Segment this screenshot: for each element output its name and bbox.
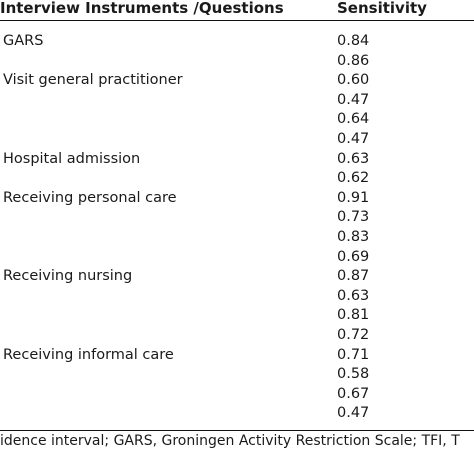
table-row: 0.81 — [0, 306, 474, 326]
sensitivity-value: 0.72 — [337, 326, 370, 343]
table-row: 0.86 — [0, 52, 474, 72]
table-row: 0.69 — [0, 248, 474, 268]
sensitivity-value: 0.69 — [337, 248, 370, 265]
sensitivity-value: 0.86 — [337, 52, 370, 69]
sensitivity-value: 0.58 — [337, 366, 370, 383]
table-row: 0.63 — [0, 287, 474, 307]
sensitivity-value: 0.64 — [337, 111, 370, 128]
column-header-sensitivity: Sensitivity — [337, 0, 427, 17]
column-header-instrument: Interview Instruments /Questions — [0, 0, 284, 17]
sensitivity-value: 0.47 — [337, 405, 370, 422]
table-footnote: idence interval; GARS, Groningen Activit… — [0, 433, 460, 449]
sensitivity-value: 0.71 — [337, 346, 370, 363]
row-label: Receiving personal care — [3, 189, 177, 206]
sensitivity-value: 0.62 — [337, 170, 370, 187]
table-bottom-rule — [0, 430, 474, 431]
table-row: Receiving informal care 0.71 — [0, 346, 474, 366]
table-row: 0.67 — [0, 385, 474, 405]
row-label: Hospital admission — [3, 150, 141, 167]
row-label: GARS — [3, 33, 44, 49]
table-row: GARS 0.84 — [0, 32, 474, 52]
table-row: Visit general practitioner 0.60 — [0, 71, 474, 91]
sensitivity-value: 0.63 — [337, 150, 370, 167]
row-label: Receiving informal care — [3, 346, 174, 363]
table-row: 0.64 — [0, 110, 474, 130]
sensitivity-value: 0.47 — [337, 130, 370, 147]
table-body: GARS 0.84 0.86 Visit general practitioner 0.… — [0, 32, 474, 424]
table-row: 0.58 — [0, 365, 474, 385]
table-row: 0.62 — [0, 169, 474, 189]
sensitivity-value: 0.84 — [337, 33, 370, 49]
row-label: Visit general practitioner — [3, 72, 183, 89]
sensitivity-value: 0.63 — [337, 287, 370, 304]
sensitivity-value: 0.91 — [337, 189, 370, 206]
sensitivity-value: 0.73 — [337, 209, 370, 226]
sensitivity-value: 0.60 — [337, 72, 370, 89]
table-row: Hospital admission 0.63 — [0, 150, 474, 170]
row-label: Receiving nursing — [3, 268, 133, 285]
table-row: 0.72 — [0, 326, 474, 346]
table-row: 0.47 — [0, 91, 474, 111]
table-row: 0.83 — [0, 228, 474, 248]
table-row: 0.47 — [0, 130, 474, 150]
sensitivity-value: 0.67 — [337, 385, 370, 402]
table-row: 0.47 — [0, 404, 474, 424]
table-row: Receiving personal care 0.91 — [0, 189, 474, 209]
sensitivity-value: 0.81 — [337, 307, 370, 324]
sensitivity-value: 0.83 — [337, 228, 370, 245]
table-row: Receiving nursing 0.87 — [0, 267, 474, 287]
table-header: Interview Instruments /Questions Sensiti… — [0, 0, 474, 21]
sensitivity-value: 0.47 — [337, 91, 370, 108]
table-row: 0.73 — [0, 208, 474, 228]
sensitivity-value: 0.87 — [337, 268, 370, 285]
